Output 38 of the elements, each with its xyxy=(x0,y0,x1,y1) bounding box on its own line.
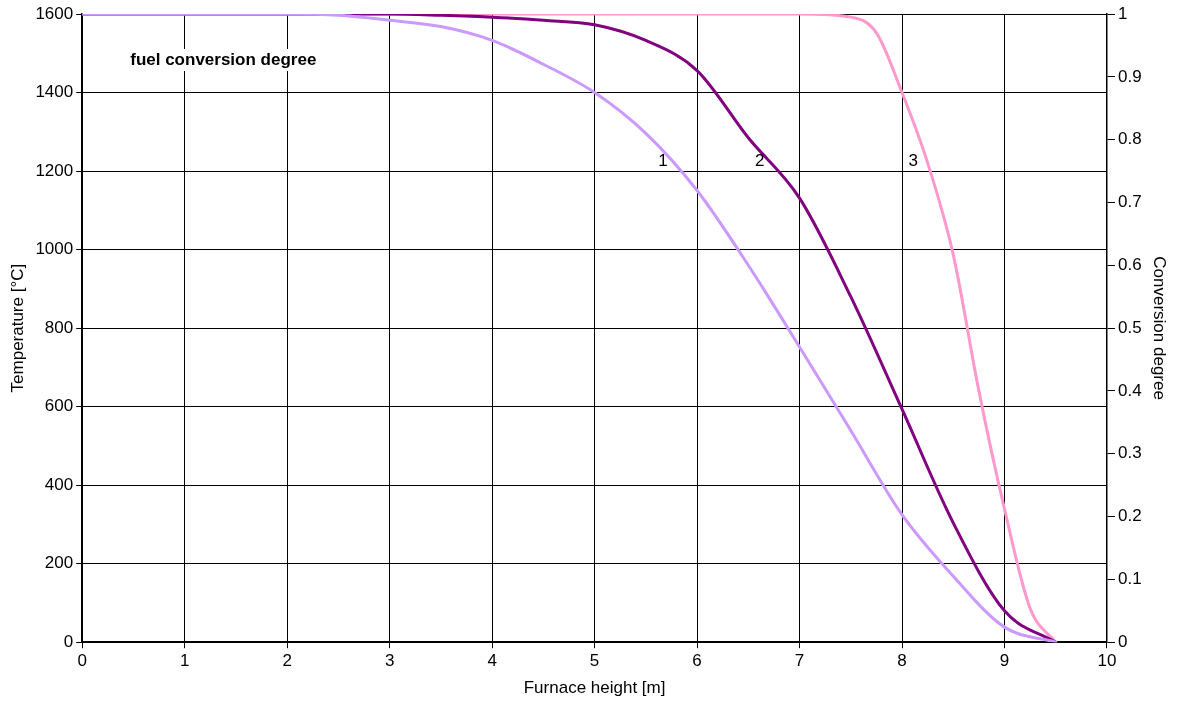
x-tick-label: 0 xyxy=(77,651,87,671)
y2-tick-label: 0 xyxy=(1117,631,1128,651)
y2-tick-label: 0.4 xyxy=(1117,380,1142,400)
y-tick-label: 600 xyxy=(44,396,74,416)
y2-axis-title: Conversion degree xyxy=(1150,256,1170,400)
y-tick-label: 1200 xyxy=(35,160,74,180)
x-tick-label: 4 xyxy=(487,651,497,671)
y-axis-title: Temperature [°C] xyxy=(7,263,27,393)
y2-tick-label: 0.7 xyxy=(1117,192,1142,212)
series-label: 1 xyxy=(658,150,668,170)
x-tick-label: 6 xyxy=(692,651,702,671)
y2-tick-label: 0.6 xyxy=(1117,254,1142,274)
y-tick-label: 0 xyxy=(63,631,74,651)
y-tick-label: 400 xyxy=(44,474,74,494)
series-label: 2 xyxy=(755,150,765,170)
y2-tick-label: 0.3 xyxy=(1117,443,1142,463)
y-tick-label: 1000 xyxy=(35,239,74,259)
x-tick-label: 8 xyxy=(897,651,907,671)
x-tick-label: 7 xyxy=(794,651,805,671)
x-tick-label: 5 xyxy=(589,651,600,671)
x-tick-label: 2 xyxy=(282,651,292,671)
y2-tick-label: 0.9 xyxy=(1117,66,1142,86)
y-tick-label: 1600 xyxy=(35,3,74,23)
x-tick-label: 1 xyxy=(179,651,190,671)
y2-tick-label: 0.8 xyxy=(1117,129,1142,149)
y2-tick-label: 1 xyxy=(1117,3,1128,23)
y2-tick-label: 0.2 xyxy=(1117,506,1142,526)
annotation: fuel conversion degree xyxy=(130,49,317,69)
x-tick-label: 10 xyxy=(1097,651,1117,671)
y-tick-label: 1400 xyxy=(35,82,74,102)
x-axis-title: Furnace height [m] xyxy=(523,678,666,698)
y-tick-label: 800 xyxy=(44,317,74,337)
y-tick-label: 200 xyxy=(44,553,74,573)
x-tick-label: 3 xyxy=(384,651,395,671)
series-label: 3 xyxy=(908,150,918,170)
y2-tick-label: 0.1 xyxy=(1117,569,1142,589)
y2-tick-label: 0.5 xyxy=(1117,317,1142,337)
x-tick-label: 9 xyxy=(999,651,1010,671)
